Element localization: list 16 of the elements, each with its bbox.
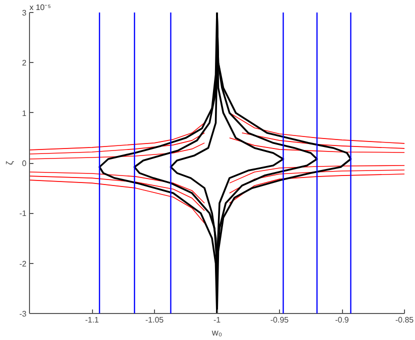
x-tick-label: -1.1	[85, 316, 100, 324]
y-tick-label: 2	[22, 58, 28, 68]
y-tick-label: 3	[22, 8, 28, 18]
x-tick-label: -1.05	[145, 316, 164, 324]
text: x 10⁻⁵	[30, 3, 51, 12]
y-tick-label: -1	[19, 209, 28, 218]
x-tick-label: -0.9	[335, 316, 350, 324]
x-tick-label: -1	[213, 316, 222, 324]
y-tick-label: -2	[19, 259, 28, 268]
y-tick-label: -3	[19, 310, 28, 318]
y-axis-title: ζ	[4, 160, 14, 165]
x-tick-label: -0.95	[270, 316, 290, 324]
y-tick-label: 1	[22, 108, 28, 118]
x-tick-label: -0.85	[395, 316, 414, 324]
x-axis-title: w₀	[210, 328, 222, 338]
y-tick-label: 0	[22, 159, 28, 168]
